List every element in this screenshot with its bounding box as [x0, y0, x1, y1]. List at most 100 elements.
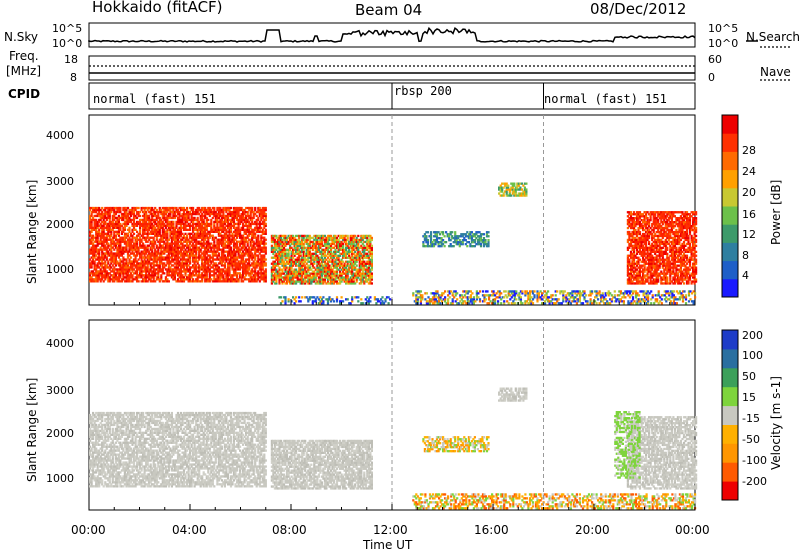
power-cell [275, 262, 278, 265]
power-cell [92, 254, 95, 257]
power-cell [311, 236, 314, 240]
power-cell [326, 280, 330, 283]
power-cell [114, 252, 117, 255]
power-cell [229, 254, 233, 257]
power-cell [296, 246, 299, 249]
power-cell [275, 276, 278, 279]
power-cell [251, 262, 254, 265]
power-cell [231, 236, 234, 239]
power-cell [167, 264, 170, 267]
power-cell [257, 216, 260, 220]
power-cell [216, 208, 219, 212]
power-cell [204, 234, 207, 237]
power-cell [110, 254, 113, 257]
power-cell [210, 226, 213, 229]
power-cell [323, 256, 326, 259]
power-cell [217, 232, 220, 235]
power-cell [93, 226, 96, 229]
power-cell [361, 248, 364, 251]
power-cell [249, 248, 252, 251]
power-cell [119, 222, 122, 226]
power-cell [296, 276, 299, 279]
power-cell [242, 240, 245, 243]
power-cell [110, 252, 113, 255]
power-cell [249, 206, 252, 210]
power-cell [248, 222, 251, 226]
power-cell [260, 242, 263, 245]
power-cell [199, 254, 202, 257]
power-cell [152, 266, 155, 269]
power-cell [273, 256, 276, 259]
power-cell [328, 252, 331, 255]
power-cell [137, 212, 140, 216]
power-cell [193, 232, 196, 235]
power-cell [248, 264, 251, 267]
power-cell [181, 276, 184, 279]
power-cell [140, 274, 143, 277]
power-cell [220, 268, 223, 271]
power-cell [149, 220, 152, 224]
power-cell [292, 250, 295, 253]
power-cell [308, 254, 311, 257]
power-cell [96, 226, 99, 229]
power-cell [260, 266, 263, 269]
power-cell [160, 210, 163, 214]
power-cell [201, 206, 204, 210]
power-cell [631, 248, 634, 251]
power-cell [270, 250, 273, 253]
power-cell [245, 218, 248, 222]
power-cell [282, 238, 286, 242]
power-cell [113, 234, 116, 237]
power-cell [120, 254, 123, 257]
power-cell [143, 232, 146, 235]
power-cell [120, 250, 123, 253]
power-cell [172, 236, 175, 239]
power-cell [222, 240, 225, 243]
power-cell [178, 264, 181, 267]
power-cell [208, 222, 211, 226]
power-cell [172, 276, 175, 279]
power-cell [213, 214, 216, 218]
power-cell [281, 276, 284, 279]
power-cell [208, 264, 211, 267]
power-cell [240, 274, 243, 277]
power-cell [296, 240, 299, 244]
power-cell [207, 224, 210, 227]
power-cell [176, 256, 180, 259]
power-cell [92, 250, 95, 253]
power-cell [284, 258, 287, 261]
power-cell [149, 270, 152, 273]
power-cell [152, 232, 155, 235]
power-cell [223, 242, 226, 245]
power-cell [116, 208, 119, 212]
power-cell [273, 250, 276, 253]
power-cell [261, 228, 264, 231]
power-cell [117, 238, 120, 241]
power-cell [152, 258, 155, 261]
noise-panel [88, 22, 790, 48]
power-cell [254, 232, 257, 235]
power-cell [232, 246, 236, 249]
power-cell [140, 250, 143, 253]
power-cell [158, 242, 161, 245]
power-cell [222, 278, 225, 281]
power-cell [163, 262, 166, 265]
power-cell [146, 254, 149, 257]
power-cell [196, 274, 199, 277]
power-cell [319, 282, 322, 285]
power-cell [249, 274, 252, 277]
power-cell [142, 220, 145, 224]
power-cell [225, 234, 228, 237]
power-cell [640, 260, 643, 263]
power-cell [257, 254, 260, 257]
power-cell [331, 238, 334, 242]
power-cell [225, 206, 228, 210]
power-cell [192, 242, 195, 245]
power-cell [313, 272, 316, 275]
power-cell [134, 248, 137, 251]
power-cell [370, 248, 373, 251]
power-cell [211, 230, 214, 233]
power-cell [181, 214, 184, 218]
power-cell [193, 228, 196, 231]
power-cell [207, 268, 210, 271]
